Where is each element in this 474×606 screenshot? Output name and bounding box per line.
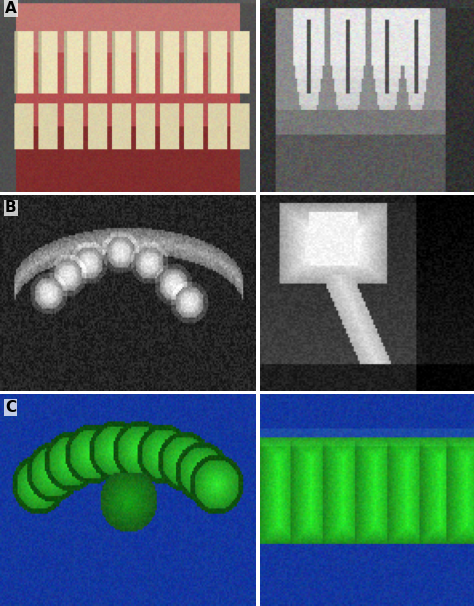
Text: B: B — [5, 201, 17, 216]
Text: A: A — [5, 1, 17, 16]
Text: C: C — [5, 401, 16, 415]
